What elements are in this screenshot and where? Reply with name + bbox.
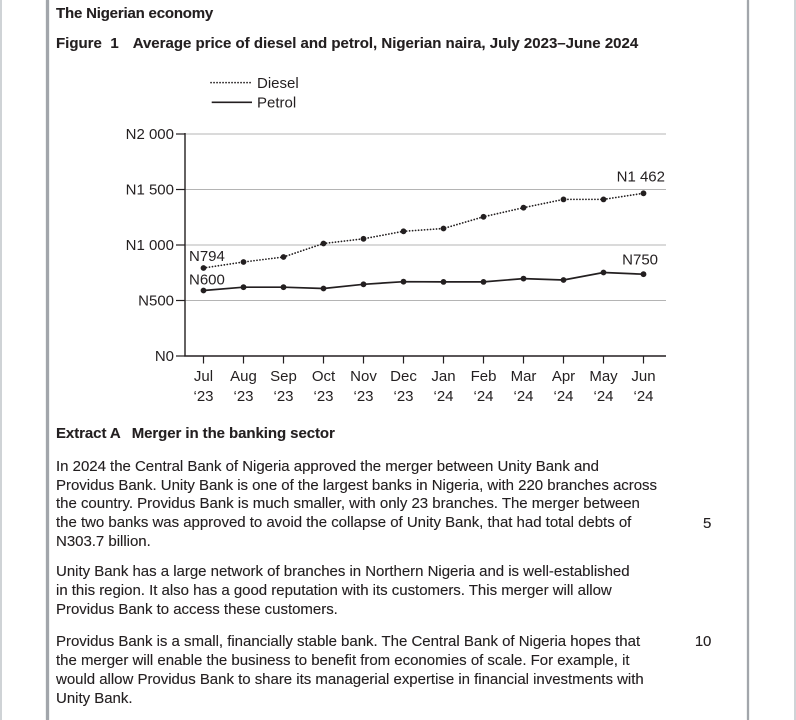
svg-text:N500: N500 [138, 293, 174, 310]
svg-text:N1 000: N1 000 [126, 237, 174, 254]
svg-text:N600: N600 [189, 272, 225, 289]
svg-text:Petrol: Petrol [257, 95, 296, 112]
svg-text:‘23: ‘23 [393, 388, 413, 405]
svg-text:N794: N794 [189, 248, 225, 265]
svg-text:Sep: Sep [270, 368, 297, 385]
svg-text:Apr: Apr [552, 368, 575, 385]
svg-text:Dec: Dec [390, 368, 417, 385]
svg-text:‘23: ‘23 [313, 388, 333, 405]
svg-text:Feb: Feb [471, 368, 497, 385]
svg-text:Jan: Jan [431, 368, 455, 385]
svg-text:Oct: Oct [312, 368, 336, 385]
svg-text:Jun: Jun [631, 368, 655, 385]
svg-text:‘24: ‘24 [593, 388, 613, 405]
svg-text:Nov: Nov [350, 368, 377, 385]
svg-text:N1 462: N1 462 [617, 169, 665, 186]
svg-text:May: May [589, 368, 618, 385]
svg-text:‘24: ‘24 [633, 388, 653, 405]
svg-text:Aug: Aug [230, 368, 257, 385]
svg-text:Mar: Mar [511, 368, 537, 385]
svg-text:N0: N0 [155, 348, 174, 365]
svg-text:N750: N750 [622, 252, 658, 269]
svg-text:‘24: ‘24 [513, 388, 533, 405]
svg-text:Diesel: Diesel [257, 75, 299, 92]
svg-text:‘23: ‘23 [193, 388, 213, 405]
svg-text:N1 500: N1 500 [126, 182, 174, 199]
svg-text:‘23: ‘23 [353, 388, 373, 405]
svg-text:N2 000: N2 000 [126, 126, 174, 143]
svg-text:‘24: ‘24 [433, 388, 453, 405]
svg-text:‘24: ‘24 [553, 388, 573, 405]
svg-text:‘23: ‘23 [233, 388, 253, 405]
svg-text:Jul: Jul [194, 368, 213, 385]
svg-text:‘23: ‘23 [273, 388, 293, 405]
svg-text:‘24: ‘24 [473, 388, 493, 405]
